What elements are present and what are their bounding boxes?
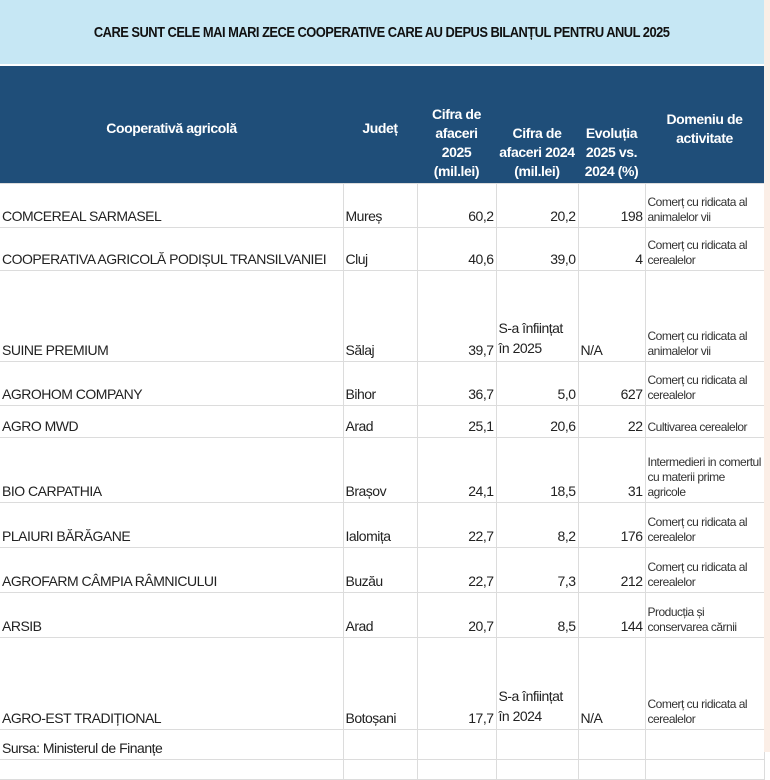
cooperative-name-cell: COMCEREAL SARMASEL bbox=[0, 183, 344, 228]
domain-cell: Comerț cu ridicata al animalelor vii bbox=[644, 183, 765, 228]
county-cell: Mureș bbox=[342, 183, 418, 228]
evolution-cell: 4 bbox=[577, 227, 646, 271]
cooperative-name-cell: AGROHOM COMPANY bbox=[0, 361, 344, 406]
header-revenue-2025: Cifra de afaceri 2025 (mil.lei) bbox=[417, 66, 496, 184]
domain-cell: Comerț cu ridicata al cerealelor bbox=[644, 502, 765, 548]
source-row: Sursa: Ministerul de Finanțe bbox=[0, 729, 765, 760]
right-edge bbox=[764, 0, 770, 752]
county-cell: Arad bbox=[342, 405, 418, 438]
revenue-2025-cell: 22,7 bbox=[416, 502, 497, 548]
header-cooperative: Cooperativă agricolă bbox=[0, 66, 343, 184]
revenue-2024-cell: 8,2 bbox=[495, 502, 579, 548]
table-title: CARE SUNT CELE MAI MARI ZECE COOPERATIVE… bbox=[94, 23, 670, 41]
revenue-2025-cell: 39,7 bbox=[416, 270, 497, 362]
revenue-2024-cell: 20,6 bbox=[495, 405, 579, 438]
revenue-2024-cell: 8,5 bbox=[495, 592, 579, 638]
revenue-2024-cell: S-a înființat în 2025 bbox=[495, 270, 579, 362]
table-title-banner: CARE SUNT CELE MAI MARI ZECE COOPERATIVE… bbox=[0, 0, 764, 64]
cooperative-name-cell: BIO CARPATHIA bbox=[0, 437, 344, 503]
table-row: AGROFARM CÂMPIA RÂMNICULUI Buzău 22,7 7,3 21… bbox=[0, 547, 765, 593]
revenue-2024-cell: 39,0 bbox=[495, 227, 579, 271]
domain-cell: Comerț cu ridicata al cerealelor bbox=[644, 547, 765, 593]
revenue-2024-cell: S-a înființat în 2024 bbox=[495, 637, 579, 730]
county-cell: Buzău bbox=[342, 547, 418, 593]
cooperative-name-cell: AGROFARM CÂMPIA RÂMNICULUI bbox=[0, 547, 344, 593]
revenue-2025-cell: 36,7 bbox=[416, 361, 497, 406]
source-note: Sursa: Ministerul de Finanțe bbox=[0, 729, 344, 760]
cooperative-name-cell: PLAIURI BĂRĂGANE bbox=[0, 502, 344, 548]
empty-cell bbox=[342, 729, 418, 760]
cooperative-name-cell: AGRO-EST TRADIȚIONAL bbox=[0, 637, 344, 730]
revenue-2024-cell: 18,5 bbox=[495, 437, 579, 503]
county-cell: Bihor bbox=[342, 361, 418, 406]
table-row: COMCEREAL SARMASEL Mureș 60,2 20,2 198 Comerț… bbox=[0, 183, 765, 228]
table-row: AGRO-EST TRADIȚIONAL Botoșani 17,7 S-a înfi… bbox=[0, 637, 765, 730]
header-revenue-2024: Cifra de afaceri 2024 (mil.lei) bbox=[496, 66, 578, 184]
evolution-cell: 144 bbox=[577, 592, 646, 638]
revenue-2025-cell: 20,7 bbox=[416, 592, 497, 638]
empty-cell bbox=[644, 759, 765, 780]
revenue-2024-cell: 20,2 bbox=[495, 183, 579, 228]
header-county: Județ bbox=[343, 66, 417, 184]
table-row: AGROHOM COMPANY Bihor 36,7 5,0 627 Comerț cu … bbox=[0, 361, 765, 406]
revenue-2024-cell: 5,0 bbox=[495, 361, 579, 406]
evolution-cell: N/A bbox=[577, 637, 646, 730]
county-cell: Arad bbox=[342, 592, 418, 638]
revenue-2024-cell: 7,3 bbox=[495, 547, 579, 593]
county-cell: Cluj bbox=[342, 227, 418, 271]
empty-cell bbox=[0, 759, 344, 780]
table-row: ARSIB Arad 20,7 8,5 144 Producția și conserva… bbox=[0, 592, 765, 638]
county-cell: Botoșani bbox=[342, 637, 418, 730]
evolution-cell: 627 bbox=[577, 361, 646, 406]
empty-cell bbox=[577, 729, 646, 760]
domain-cell: Comerț cu ridicata al animalelor vii bbox=[644, 270, 765, 362]
header-row: Cooperativă agricolă Județ Cifra de afac… bbox=[0, 66, 764, 184]
empty-cell bbox=[342, 759, 418, 780]
revenue-2025-cell: 17,7 bbox=[416, 637, 497, 730]
table-row: SUINE PREMIUM Sălaj 39,7 S-a înființat în 2… bbox=[0, 270, 765, 362]
evolution-cell: 198 bbox=[577, 183, 646, 228]
header-evolution: Evoluția 2025 vs. 2024 (%) bbox=[578, 66, 645, 184]
revenue-2025-cell: 24,1 bbox=[416, 437, 497, 503]
table-row: AGRO MWD Arad 25,1 20,6 22 Cultivarea cereale… bbox=[0, 405, 765, 438]
domain-cell: Producția și conservarea cărnii bbox=[644, 592, 765, 638]
revenue-2025-cell: 22,7 bbox=[416, 547, 497, 593]
empty-row bbox=[0, 759, 765, 780]
domain-cell: Comerț cu ridicata al cerealelor bbox=[644, 361, 765, 406]
domain-cell: Comerț cu ridicata al cerealelor bbox=[644, 637, 765, 730]
county-cell: Sălaj bbox=[342, 270, 418, 362]
cooperatives-table: Cooperativă agricolă Județ Cifra de afac… bbox=[0, 66, 765, 780]
cooperative-name-cell: ARSIB bbox=[0, 592, 344, 638]
empty-cell bbox=[416, 759, 497, 780]
table-row: BIO CARPATHIA Brașov 24,1 18,5 31 Intermedie… bbox=[0, 437, 765, 503]
empty-cell bbox=[644, 729, 765, 760]
evolution-cell: 176 bbox=[577, 502, 646, 548]
table-row: COOPERATIVA AGRICOLĂ PODIȘUL TRANSILVANI… bbox=[0, 227, 765, 271]
cooperative-name-cell: AGRO MWD bbox=[0, 405, 344, 438]
revenue-2025-cell: 60,2 bbox=[416, 183, 497, 228]
table-row: PLAIURI BĂRĂGANE Ialomița 22,7 8,2 176 Comerț… bbox=[0, 502, 765, 548]
revenue-2025-cell: 25,1 bbox=[416, 405, 497, 438]
domain-cell: Cultivarea cerealelor bbox=[644, 405, 765, 438]
header-domain: Domeniu de activitate bbox=[645, 66, 764, 184]
empty-cell bbox=[416, 729, 497, 760]
evolution-cell: 22 bbox=[577, 405, 646, 438]
evolution-cell: N/A bbox=[577, 270, 646, 362]
county-cell: Ialomița bbox=[342, 502, 418, 548]
evolution-cell: 212 bbox=[577, 547, 646, 593]
empty-cell bbox=[495, 729, 579, 760]
domain-cell: Intermedieri in comertul cu materii prim… bbox=[644, 437, 765, 503]
cooperative-name-cell: SUINE PREMIUM bbox=[0, 270, 344, 362]
evolution-cell: 31 bbox=[577, 437, 646, 503]
domain-cell: Comerț cu ridicata al cerealelor bbox=[644, 227, 765, 271]
empty-cell bbox=[495, 759, 579, 780]
empty-cell bbox=[577, 759, 646, 780]
revenue-2025-cell: 40,6 bbox=[416, 227, 497, 271]
cooperative-name-cell: COOPERATIVA AGRICOLĂ PODIȘUL TRANSILVANI… bbox=[0, 227, 344, 271]
county-cell: Brașov bbox=[342, 437, 418, 503]
